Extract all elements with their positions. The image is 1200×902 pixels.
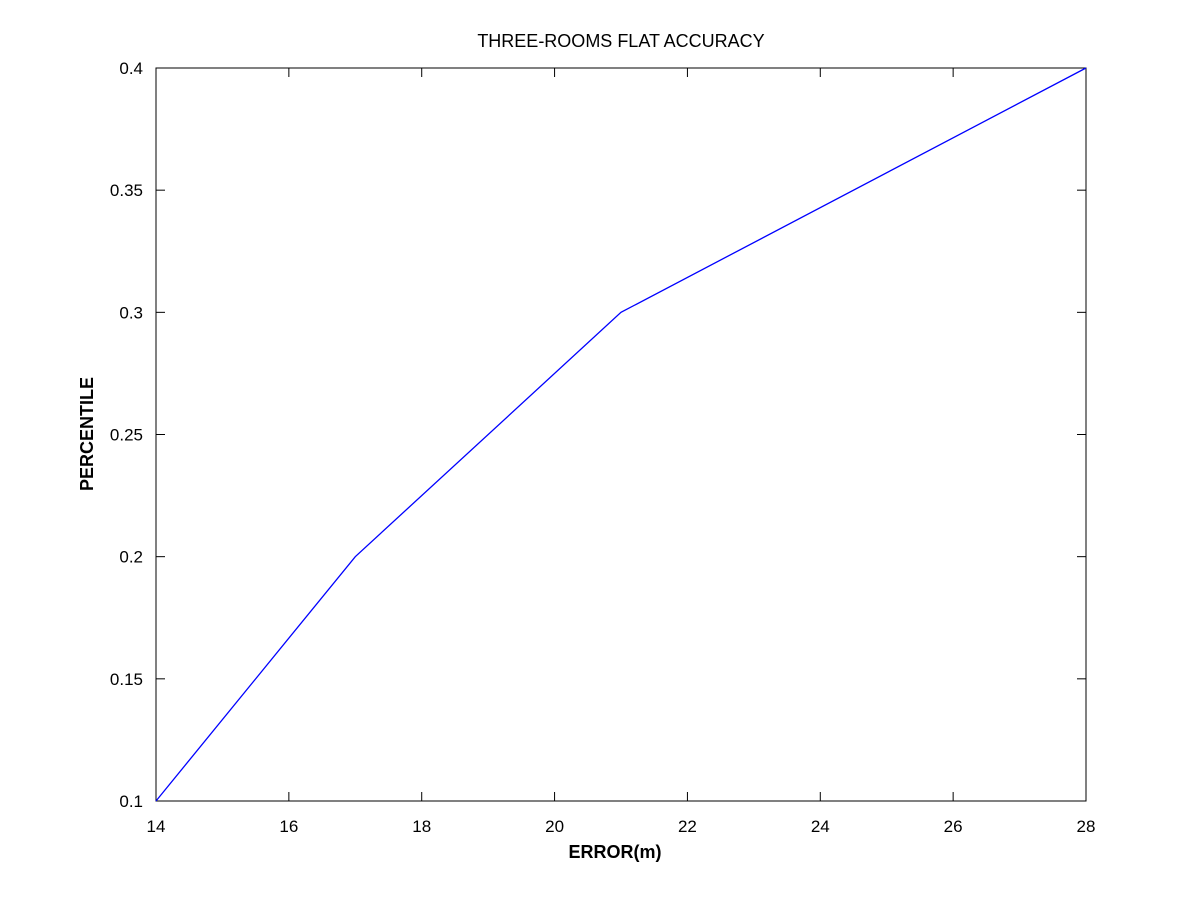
y-tick-label: 0.1	[119, 792, 143, 811]
x-tick-label: 28	[1077, 817, 1096, 836]
x-tick-label: 18	[412, 817, 431, 836]
x-tick-label: 26	[944, 817, 963, 836]
x-tick-label: 20	[545, 817, 564, 836]
x-tick-label: 22	[678, 817, 697, 836]
y-tick-label: 0.15	[110, 670, 143, 689]
x-axis-title: ERROR(m)	[569, 842, 662, 862]
y-tick-label: 0.3	[119, 303, 143, 322]
y-tick-label: 0.25	[110, 426, 143, 445]
plot-frame	[155, 67, 1087, 802]
x-tick-label: 16	[279, 817, 298, 836]
y-tick-label: 0.35	[110, 181, 143, 200]
series-line	[155, 67, 1087, 802]
y-axis-title: PERCENTILE	[77, 377, 97, 491]
x-tick-label: 14	[147, 817, 166, 836]
ticks	[155, 67, 1087, 802]
series-group	[155, 67, 1087, 802]
chart-title: THREE-ROOMS FLAT ACCURACY	[477, 31, 764, 51]
y-tick-label: 0.4	[119, 59, 143, 78]
y-tick-label: 0.2	[119, 548, 143, 567]
x-tick-label: 24	[811, 817, 830, 836]
tick-labels: 14 16 18 20 22 24 26 28 0.1 0.15 0.2 0.25 0.3 0.35 0.4	[110, 59, 1096, 836]
